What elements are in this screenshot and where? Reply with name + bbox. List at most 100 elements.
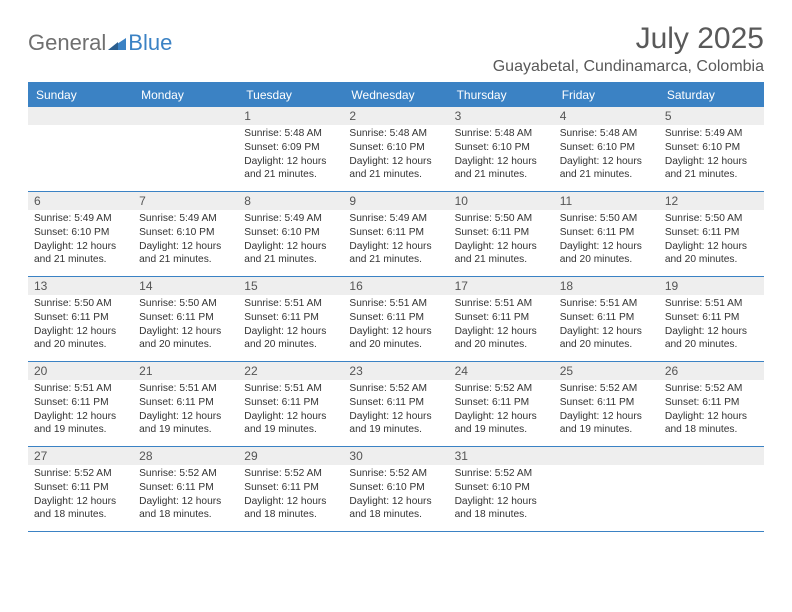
day-number-bar: 27 bbox=[28, 447, 133, 465]
weeks-container: 1Sunrise: 5:48 AMSunset: 6:09 PMDaylight… bbox=[28, 107, 764, 532]
cell-sunrise: Sunrise: 5:52 AM bbox=[665, 382, 758, 396]
cell-day2: and 21 minutes. bbox=[455, 253, 548, 267]
cell-sunset: Sunset: 6:10 PM bbox=[665, 141, 758, 155]
cell-sunset: Sunset: 6:11 PM bbox=[455, 311, 548, 325]
day-number: 13 bbox=[34, 279, 127, 293]
cell-day1: Daylight: 12 hours bbox=[139, 325, 232, 339]
cell-day1: Daylight: 12 hours bbox=[455, 240, 548, 254]
cell-day2: and 19 minutes. bbox=[560, 423, 653, 437]
calendar-cell: 30Sunrise: 5:52 AMSunset: 6:10 PMDayligh… bbox=[343, 447, 448, 531]
cell-day1: Daylight: 12 hours bbox=[34, 410, 127, 424]
cell-sunset: Sunset: 6:10 PM bbox=[139, 226, 232, 240]
cell-day2: and 19 minutes. bbox=[34, 423, 127, 437]
cell-sunrise: Sunrise: 5:48 AM bbox=[560, 127, 653, 141]
cell-day2: and 21 minutes. bbox=[244, 168, 337, 182]
cell-day2: and 18 minutes. bbox=[455, 508, 548, 522]
calendar-cell: 7Sunrise: 5:49 AMSunset: 6:10 PMDaylight… bbox=[133, 192, 238, 276]
cell-day2: and 19 minutes. bbox=[244, 423, 337, 437]
calendar-cell: 16Sunrise: 5:51 AMSunset: 6:11 PMDayligh… bbox=[343, 277, 448, 361]
calendar: Sunday Monday Tuesday Wednesday Thursday… bbox=[28, 82, 764, 532]
day-number-bar bbox=[133, 107, 238, 125]
day-number-bar: 18 bbox=[554, 277, 659, 295]
calendar-cell: 28Sunrise: 5:52 AMSunset: 6:11 PMDayligh… bbox=[133, 447, 238, 531]
calendar-cell: 27Sunrise: 5:52 AMSunset: 6:11 PMDayligh… bbox=[28, 447, 133, 531]
cell-sunrise: Sunrise: 5:52 AM bbox=[244, 467, 337, 481]
calendar-cell: 23Sunrise: 5:52 AMSunset: 6:11 PMDayligh… bbox=[343, 362, 448, 446]
cell-sunset: Sunset: 6:10 PM bbox=[34, 226, 127, 240]
cell-sunrise: Sunrise: 5:51 AM bbox=[560, 297, 653, 311]
cell-day1: Daylight: 12 hours bbox=[34, 240, 127, 254]
cell-sunset: Sunset: 6:10 PM bbox=[244, 226, 337, 240]
cell-day2: and 20 minutes. bbox=[455, 338, 548, 352]
cell-sunset: Sunset: 6:11 PM bbox=[665, 226, 758, 240]
cell-sunset: Sunset: 6:11 PM bbox=[665, 396, 758, 410]
cell-day2: and 20 minutes. bbox=[665, 253, 758, 267]
day-number-bar: 4 bbox=[554, 107, 659, 125]
cell-day2: and 21 minutes. bbox=[455, 168, 548, 182]
cell-sunrise: Sunrise: 5:49 AM bbox=[665, 127, 758, 141]
cell-sunset: Sunset: 6:11 PM bbox=[34, 311, 127, 325]
cell-sunrise: Sunrise: 5:52 AM bbox=[455, 382, 548, 396]
cell-sunset: Sunset: 6:11 PM bbox=[349, 311, 442, 325]
cell-sunrise: Sunrise: 5:49 AM bbox=[244, 212, 337, 226]
day-number-bar: 20 bbox=[28, 362, 133, 380]
calendar-cell: 21Sunrise: 5:51 AMSunset: 6:11 PMDayligh… bbox=[133, 362, 238, 446]
cell-day1: Daylight: 12 hours bbox=[455, 155, 548, 169]
cell-sunrise: Sunrise: 5:52 AM bbox=[139, 467, 232, 481]
cell-sunset: Sunset: 6:11 PM bbox=[34, 396, 127, 410]
cell-sunset: Sunset: 6:10 PM bbox=[560, 141, 653, 155]
cell-day2: and 18 minutes. bbox=[34, 508, 127, 522]
cell-sunrise: Sunrise: 5:48 AM bbox=[455, 127, 548, 141]
day-header-sun: Sunday bbox=[28, 84, 133, 107]
day-number: 26 bbox=[665, 364, 758, 378]
day-header-wed: Wednesday bbox=[343, 84, 448, 107]
cell-sunrise: Sunrise: 5:48 AM bbox=[244, 127, 337, 141]
calendar-cell: 15Sunrise: 5:51 AMSunset: 6:11 PMDayligh… bbox=[238, 277, 343, 361]
cell-day2: and 18 minutes. bbox=[349, 508, 442, 522]
calendar-cell: 31Sunrise: 5:52 AMSunset: 6:10 PMDayligh… bbox=[449, 447, 554, 531]
cell-day2: and 20 minutes. bbox=[244, 338, 337, 352]
calendar-cell: 25Sunrise: 5:52 AMSunset: 6:11 PMDayligh… bbox=[554, 362, 659, 446]
cell-sunrise: Sunrise: 5:51 AM bbox=[349, 297, 442, 311]
cell-sunrise: Sunrise: 5:51 AM bbox=[244, 297, 337, 311]
calendar-cell bbox=[554, 447, 659, 531]
cell-sunrise: Sunrise: 5:49 AM bbox=[139, 212, 232, 226]
day-header-row: Sunday Monday Tuesday Wednesday Thursday… bbox=[28, 84, 764, 107]
cell-sunrise: Sunrise: 5:51 AM bbox=[139, 382, 232, 396]
cell-sunset: Sunset: 6:11 PM bbox=[34, 481, 127, 495]
cell-sunrise: Sunrise: 5:52 AM bbox=[560, 382, 653, 396]
cell-sunrise: Sunrise: 5:51 AM bbox=[244, 382, 337, 396]
cell-sunset: Sunset: 6:11 PM bbox=[455, 226, 548, 240]
header: General Blue July 2025 Guayabetal, Cundi… bbox=[28, 22, 764, 76]
day-number: 21 bbox=[139, 364, 232, 378]
cell-day1: Daylight: 12 hours bbox=[139, 410, 232, 424]
cell-day2: and 18 minutes. bbox=[244, 508, 337, 522]
day-number: 4 bbox=[560, 109, 653, 123]
cell-sunrise: Sunrise: 5:50 AM bbox=[665, 212, 758, 226]
cell-day1: Daylight: 12 hours bbox=[139, 495, 232, 509]
day-number-bar: 23 bbox=[343, 362, 448, 380]
calendar-page: General Blue July 2025 Guayabetal, Cundi… bbox=[0, 0, 792, 552]
cell-day2: and 20 minutes. bbox=[560, 338, 653, 352]
calendar-cell: 26Sunrise: 5:52 AMSunset: 6:11 PMDayligh… bbox=[659, 362, 764, 446]
cell-day1: Daylight: 12 hours bbox=[455, 410, 548, 424]
day-number-bar: 2 bbox=[343, 107, 448, 125]
day-number: 24 bbox=[455, 364, 548, 378]
day-number-bar: 21 bbox=[133, 362, 238, 380]
cell-day1: Daylight: 12 hours bbox=[139, 240, 232, 254]
logo-triangle-icon bbox=[108, 36, 126, 50]
cell-day2: and 18 minutes. bbox=[139, 508, 232, 522]
day-number: 11 bbox=[560, 194, 653, 208]
location: Guayabetal, Cundinamarca, Colombia bbox=[493, 58, 764, 76]
cell-sunrise: Sunrise: 5:49 AM bbox=[349, 212, 442, 226]
cell-sunrise: Sunrise: 5:52 AM bbox=[455, 467, 548, 481]
cell-day2: and 20 minutes. bbox=[349, 338, 442, 352]
day-header-tue: Tuesday bbox=[238, 84, 343, 107]
day-number-bar: 5 bbox=[659, 107, 764, 125]
week-row: 20Sunrise: 5:51 AMSunset: 6:11 PMDayligh… bbox=[28, 362, 764, 447]
day-number-bar: 31 bbox=[449, 447, 554, 465]
cell-sunrise: Sunrise: 5:50 AM bbox=[560, 212, 653, 226]
cell-sunset: Sunset: 6:10 PM bbox=[455, 481, 548, 495]
cell-sunset: Sunset: 6:11 PM bbox=[244, 481, 337, 495]
week-row: 1Sunrise: 5:48 AMSunset: 6:09 PMDaylight… bbox=[28, 107, 764, 192]
